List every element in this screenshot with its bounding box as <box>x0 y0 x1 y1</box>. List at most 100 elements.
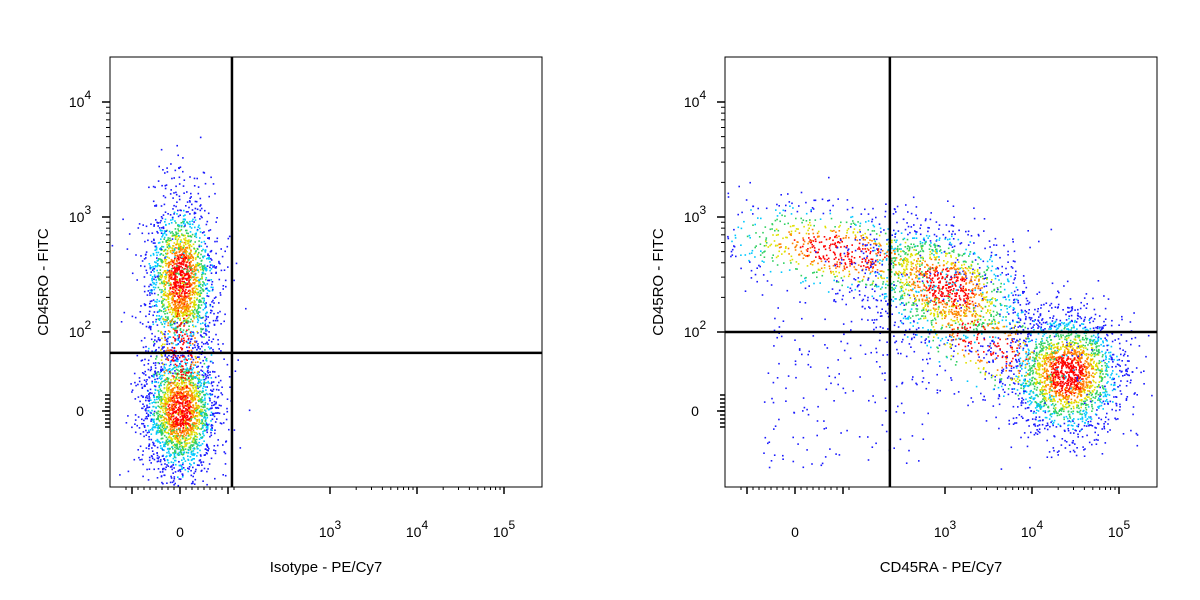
population-dot <box>788 269 791 271</box>
population-dot <box>154 249 156 251</box>
population-dot <box>151 292 153 295</box>
population-dot <box>167 369 169 372</box>
population-dot <box>157 414 159 417</box>
population-dot <box>158 413 161 416</box>
population-dot <box>921 264 923 266</box>
population-dot <box>892 281 895 283</box>
population-dot <box>188 420 191 422</box>
population-dot <box>210 424 213 426</box>
population-dot <box>175 307 178 310</box>
population-dot <box>155 349 157 351</box>
population-dot <box>169 246 171 249</box>
population-dot <box>174 412 177 414</box>
population-dot <box>186 279 188 281</box>
population-dot <box>177 215 180 218</box>
population-dot <box>167 322 170 324</box>
population-dot <box>182 355 184 358</box>
population-dot <box>189 410 192 412</box>
population-dot <box>217 395 220 398</box>
population-dot <box>185 315 188 317</box>
population-dot <box>836 261 839 263</box>
population-dot <box>175 385 178 388</box>
population-dot <box>190 354 192 357</box>
population-dot <box>167 282 169 284</box>
population-dot <box>161 426 164 428</box>
population-dot <box>167 279 170 282</box>
population-dot <box>218 260 220 263</box>
population-dot <box>175 281 177 283</box>
population-dot <box>192 309 194 312</box>
population-dot <box>204 356 206 359</box>
population-dot <box>875 252 877 255</box>
population-dot <box>154 385 157 388</box>
population-dot <box>832 204 834 207</box>
population-dot <box>169 361 172 363</box>
population-dot <box>178 286 181 289</box>
population-dot <box>204 382 206 384</box>
population-dot <box>185 308 188 311</box>
population-dot <box>727 192 730 195</box>
population-dot <box>174 436 177 438</box>
population-dot <box>167 324 169 327</box>
population-dot <box>150 254 152 257</box>
population-dot <box>166 380 168 383</box>
population-dot <box>187 393 190 396</box>
population-dot <box>153 224 155 226</box>
population-dot <box>189 448 192 451</box>
population-dot <box>184 445 186 447</box>
population-dot <box>189 434 191 437</box>
population-dot <box>196 298 198 301</box>
population-dot <box>818 255 820 258</box>
population-dot <box>172 271 175 273</box>
population-dot <box>213 415 216 418</box>
population-dot <box>200 382 203 385</box>
population-dot <box>186 318 189 320</box>
population-dot <box>202 322 204 324</box>
population-dot <box>188 390 191 392</box>
population-dot <box>775 228 778 231</box>
population-dot <box>167 397 170 400</box>
population-dot <box>173 453 176 456</box>
population-dot <box>214 452 217 455</box>
population-dot <box>181 375 183 377</box>
population-dot <box>190 363 193 366</box>
population-dot <box>203 268 205 270</box>
population-dot <box>864 260 867 263</box>
population-dot <box>775 234 778 236</box>
population-dot <box>809 241 812 244</box>
population-dot <box>201 266 204 269</box>
population-dot <box>199 390 201 393</box>
population-dot <box>152 453 155 455</box>
population-dot <box>833 258 836 260</box>
population-dot <box>833 229 835 232</box>
population-dot <box>163 366 166 368</box>
population-dot <box>158 431 160 433</box>
population-dot <box>222 474 224 476</box>
population-dot <box>184 225 186 227</box>
population-dot <box>177 384 180 387</box>
population-dot <box>189 420 192 422</box>
population-dot <box>167 431 170 434</box>
population-dot <box>200 410 202 413</box>
population-dot <box>1012 260 1015 262</box>
population-dot <box>174 405 176 408</box>
population-dot <box>192 289 194 292</box>
population-dot <box>202 308 205 311</box>
population-dot <box>210 425 213 427</box>
population-dot <box>159 425 162 427</box>
population-dot <box>204 397 206 399</box>
population-dot <box>187 428 190 430</box>
population-dot <box>164 287 166 289</box>
population-dot <box>835 244 837 247</box>
population-dot <box>884 232 887 235</box>
population-dot <box>771 228 773 230</box>
population-dot <box>177 476 179 478</box>
population-dot <box>846 266 848 269</box>
population-dot <box>191 392 194 394</box>
population-dot <box>159 430 161 432</box>
population-dot <box>169 391 172 394</box>
population-dot <box>184 264 187 266</box>
population-dot <box>157 286 160 289</box>
population-dot <box>164 231 166 234</box>
population-dot <box>197 307 200 310</box>
